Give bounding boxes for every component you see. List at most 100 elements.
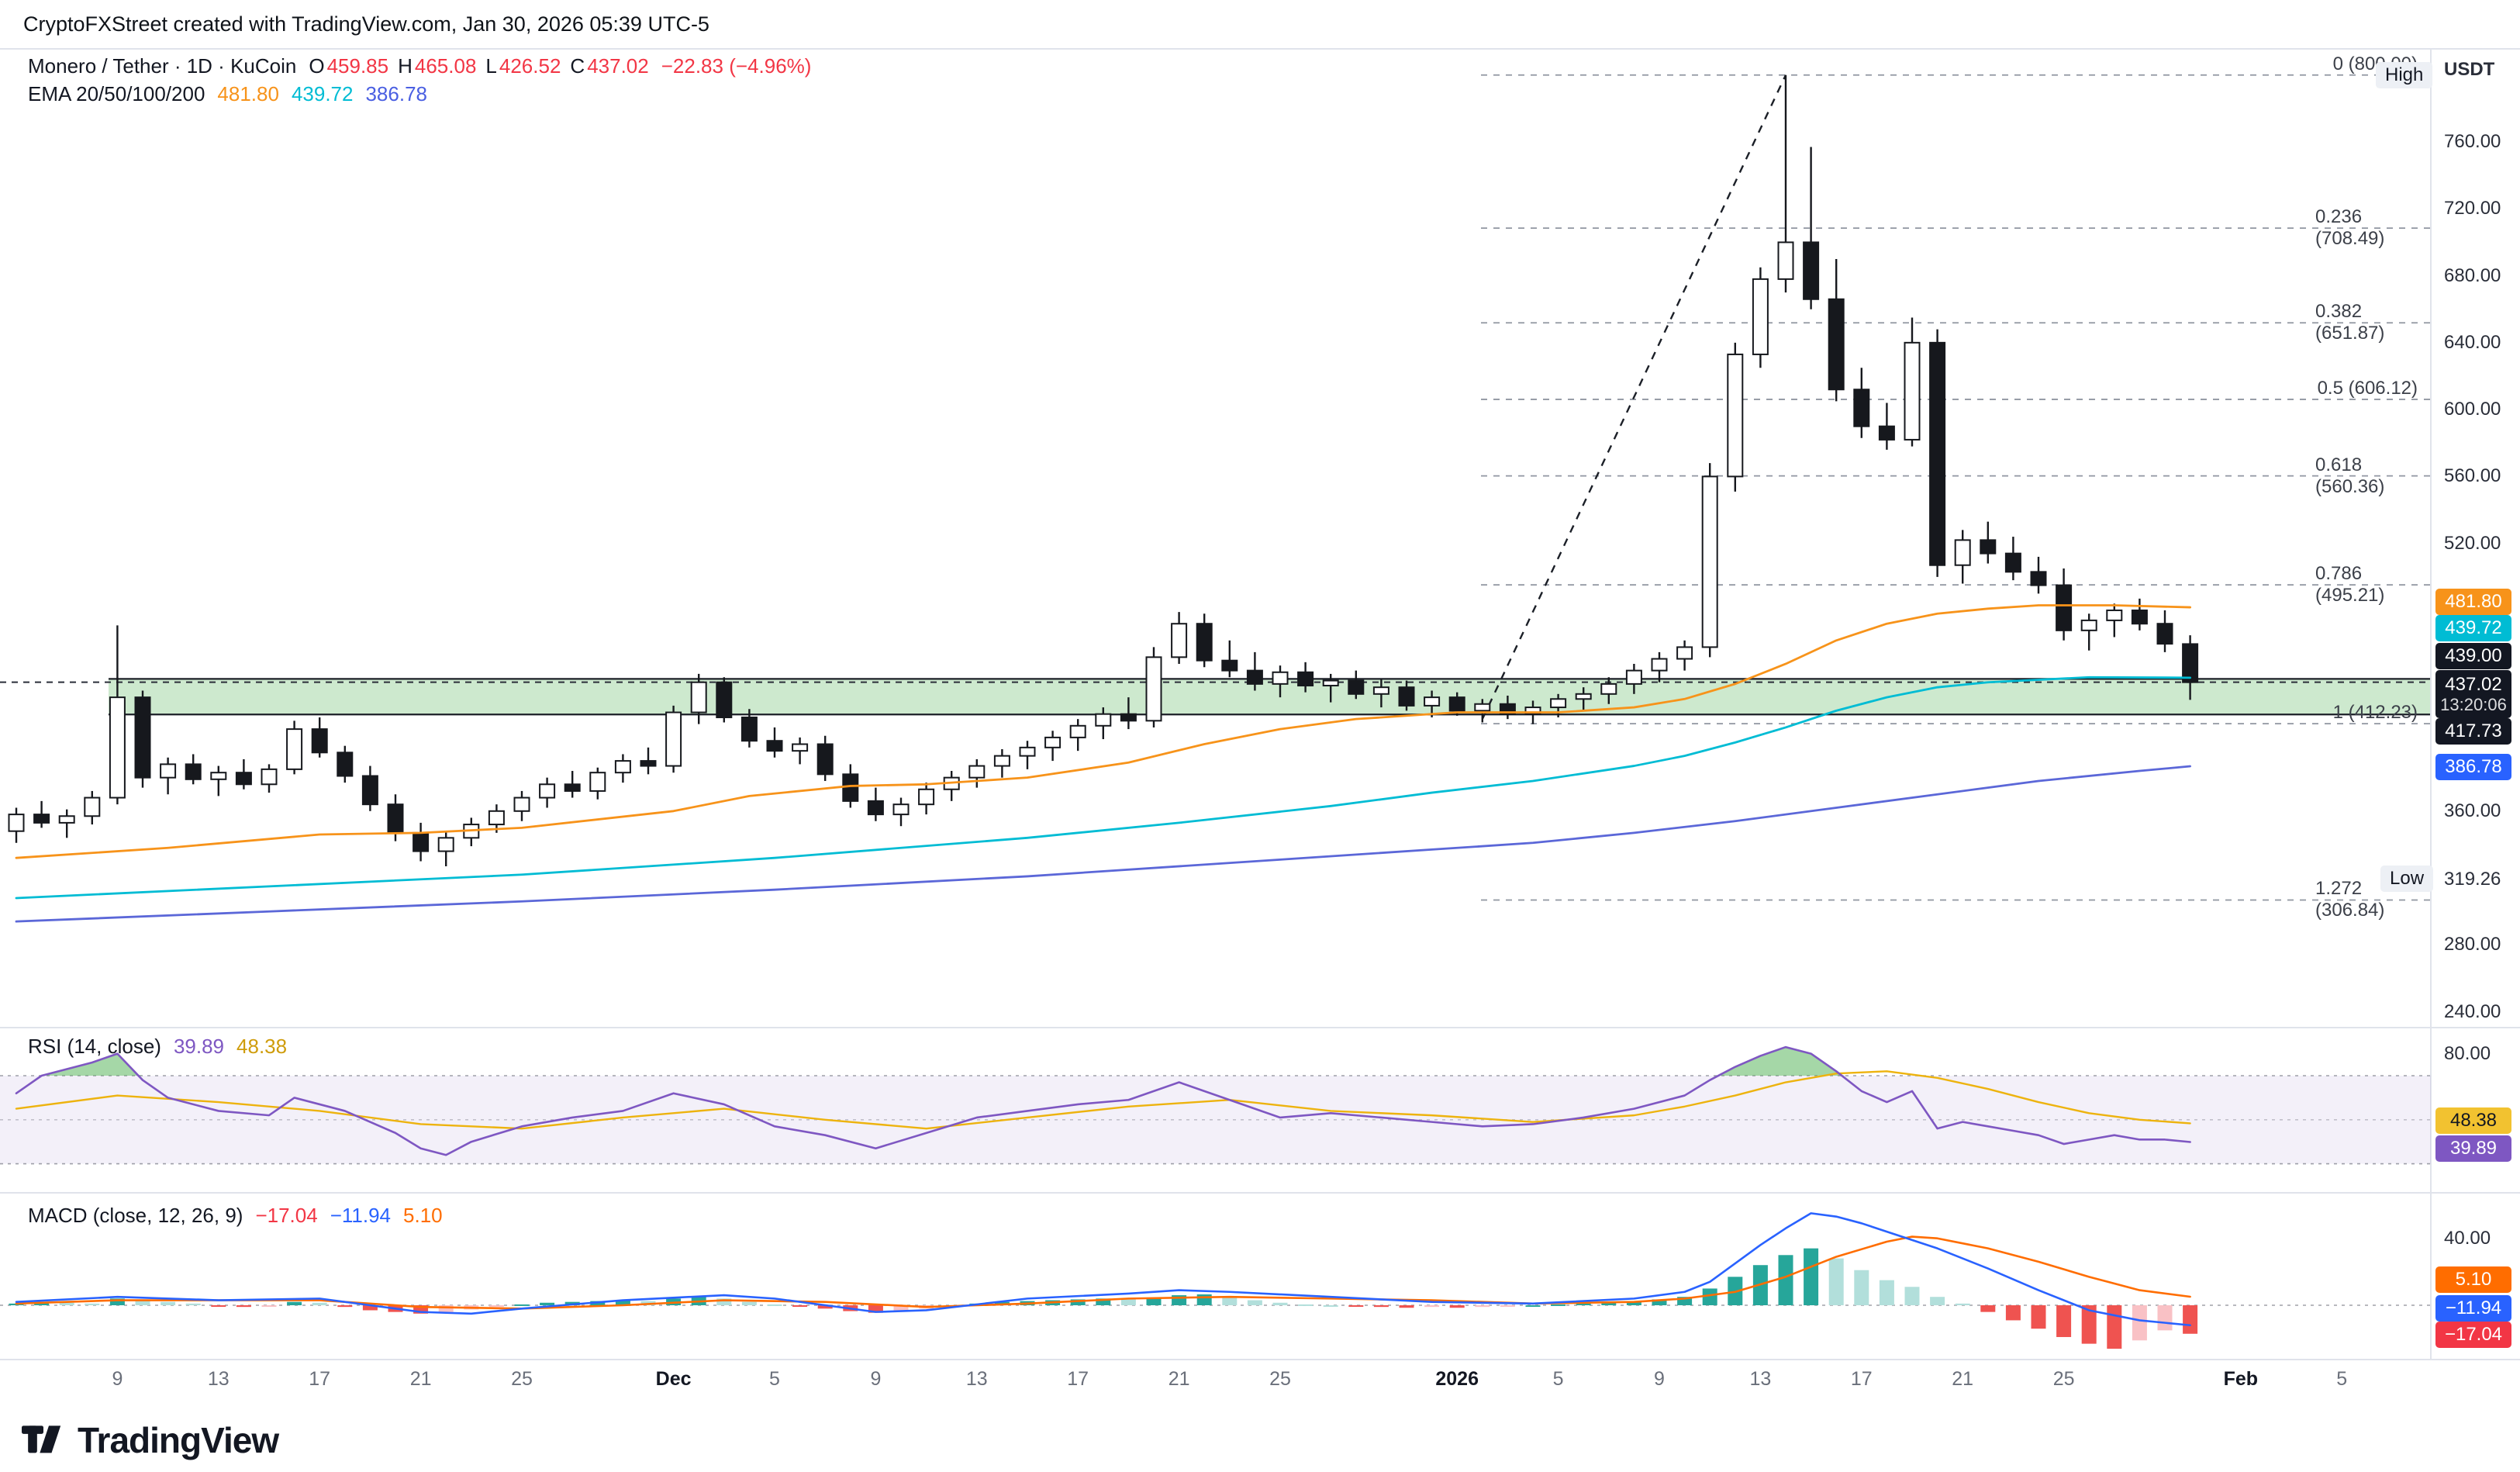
price-axis-tick[interactable]: 520.00: [2444, 532, 2501, 554]
price-axis-tick[interactable]: 600.00: [2444, 399, 2501, 420]
time-axis-tick[interactable]: 5: [1552, 1368, 1564, 1390]
rsi-label[interactable]: RSI (14, close): [28, 1035, 161, 1058]
time-axis-tick[interactable]: 21: [1952, 1368, 1974, 1390]
time-axis-tick[interactable]: 13: [207, 1368, 230, 1390]
high-marker: High: [2376, 62, 2433, 88]
ema-label[interactable]: EMA 20/50/100/200: [28, 82, 205, 105]
time-axis-tick[interactable]: 2026: [1435, 1368, 1479, 1390]
price-badge: 439.72: [2435, 615, 2511, 641]
macd-axis-tick: 40.00: [2444, 1227, 2491, 1249]
time-axis-tick[interactable]: 13: [965, 1368, 988, 1390]
price-axis-tick[interactable]: 319.26: [2444, 868, 2501, 890]
time-axis-tick[interactable]: 5: [769, 1368, 780, 1390]
low-marker: Low: [2380, 866, 2434, 892]
price-change: −22.83 (−4.96%): [661, 54, 812, 78]
macd-badge: 5.10: [2435, 1266, 2511, 1293]
time-axis-tick[interactable]: 25: [1269, 1368, 1291, 1390]
price-axis-tick[interactable]: 240.00: [2444, 1000, 2501, 1022]
fib-level-label: 0.236 (708.49): [2315, 206, 2385, 250]
price-badge: 439.00: [2435, 643, 2511, 669]
time-axis-tick[interactable]: 21: [409, 1368, 432, 1390]
macd-badge: −17.04: [2435, 1322, 2511, 1348]
time-axis-tick[interactable]: 17: [1850, 1368, 1873, 1390]
time-axis-tick[interactable]: 5: [2336, 1368, 2348, 1390]
price-axis-tick[interactable]: 280.00: [2444, 934, 2501, 955]
time-axis-tick[interactable]: 13: [1749, 1368, 1772, 1390]
ohlc-value: 465.08: [414, 54, 477, 78]
ema-values: 481.80 439.72 386.78: [217, 82, 427, 106]
symbol-title[interactable]: Monero / Tether · 1D · KuCoin: [28, 54, 297, 78]
support-zone[interactable]: [109, 678, 2431, 716]
ohlc-values: O 459.85 H 465.08 L 426.52 C 437.02: [309, 54, 648, 78]
rsi-panel[interactable]: [0, 1045, 2431, 1165]
ohlc-pair: C 437.02: [570, 54, 648, 78]
ohlc-pair: O 459.85: [309, 54, 388, 78]
macd-legend: MACD (close, 12, 26, 9) −17.04 −11.94 5.10: [28, 1204, 443, 1228]
price-axis-tick[interactable]: 680.00: [2444, 264, 2501, 286]
macd-value: −11.94: [330, 1204, 392, 1227]
price-axis-tick[interactable]: 640.00: [2444, 331, 2501, 353]
ohlc-pair: L 426.52: [485, 54, 561, 78]
ohlc-pair: H 465.08: [398, 54, 476, 78]
fib-level-label: 0.786 (495.21): [2315, 563, 2385, 606]
chart-credit: CryptoFXStreet created with TradingView.…: [23, 12, 709, 36]
tradingview-wordmark: TradingView: [78, 1420, 279, 1460]
time-axis-tick[interactable]: 25: [2052, 1368, 2075, 1390]
price-badge: 437.02 13:20:06: [2435, 670, 2511, 718]
ema-value: 439.72: [291, 82, 354, 105]
time-axis-tick[interactable]: 17: [309, 1368, 331, 1390]
symbol-legend: Monero / Tether · 1D · KuCoin O 459.85 H 46…: [28, 54, 811, 78]
trendline[interactable]: [1481, 74, 1787, 720]
price-axis-tick[interactable]: 360.00: [2444, 800, 2501, 821]
ema-legend: EMA 20/50/100/200 481.80 439.72 386.78: [28, 82, 427, 106]
macd-value: 5.10: [403, 1204, 443, 1227]
rsi-badge: 39.89: [2435, 1135, 2511, 1162]
time-axis-tick[interactable]: 21: [1168, 1368, 1190, 1390]
ema-value: 386.78: [365, 82, 427, 105]
rsi-value: 48.38: [236, 1035, 288, 1058]
time-axis-tick[interactable]: 25: [511, 1368, 533, 1390]
macd-label[interactable]: MACD (close, 12, 26, 9): [28, 1204, 243, 1227]
rsi-value: 39.89: [173, 1035, 225, 1058]
price-axis-tick[interactable]: 720.00: [2444, 198, 2501, 219]
price-badge: 386.78: [2435, 754, 2511, 780]
fib-level-label: 1 (412.23): [2332, 702, 2418, 724]
fib-retracement[interactable]: [1481, 74, 2431, 901]
price-axis-tick[interactable]: 560.00: [2444, 465, 2501, 487]
fib-level-label: 0.618 (560.36): [2315, 454, 2385, 497]
rsi-values: 39.89 48.38: [174, 1035, 287, 1059]
tradingview-watermark[interactable]: TradingView: [22, 1419, 279, 1461]
time-axis-tick[interactable]: 9: [112, 1368, 123, 1390]
fib-level-label: 1.272 (306.84): [2315, 878, 2385, 921]
price-badge: 481.80: [2435, 589, 2511, 615]
time-axis-tick[interactable]: Dec: [655, 1368, 692, 1390]
ema-value: 481.80: [217, 82, 279, 105]
rsi-badge: 48.38: [2435, 1107, 2511, 1134]
macd-badge: −11.94: [2435, 1295, 2511, 1322]
time-axis-tick[interactable]: 9: [870, 1368, 882, 1390]
tradingview-logo-icon: [22, 1425, 61, 1453]
ema-lines: [15, 604, 2192, 923]
fib-level-label: 0.382 (651.87): [2315, 301, 2385, 344]
fib-level-label: 0.5 (606.12): [2317, 377, 2418, 399]
macd-panel[interactable]: [0, 1212, 2431, 1349]
price-badge: 417.73: [2435, 718, 2511, 745]
ohlc-letter: C: [570, 54, 585, 78]
macd-value: −17.04: [255, 1204, 318, 1227]
ohlc-letter: O: [309, 54, 325, 78]
ohlc-value: 426.52: [499, 54, 561, 78]
price-axis-currency: USDT: [2444, 59, 2495, 80]
time-axis-tick[interactable]: 9: [1654, 1368, 1665, 1390]
ohlc-letter: L: [485, 54, 497, 78]
candles[interactable]: [8, 74, 2199, 866]
ohlc-value: 459.85: [326, 54, 389, 78]
ohlc-letter: H: [398, 54, 413, 78]
price-axis-tick[interactable]: 760.00: [2444, 131, 2501, 152]
rsi-axis-tick: 80.00: [2444, 1042, 2491, 1064]
time-axis-tick[interactable]: 17: [1067, 1368, 1089, 1390]
time-axis-tick[interactable]: Feb: [2223, 1368, 2259, 1390]
macd-values: −17.04 −11.94 5.10: [255, 1204, 442, 1228]
ohlc-value: 437.02: [587, 54, 649, 78]
